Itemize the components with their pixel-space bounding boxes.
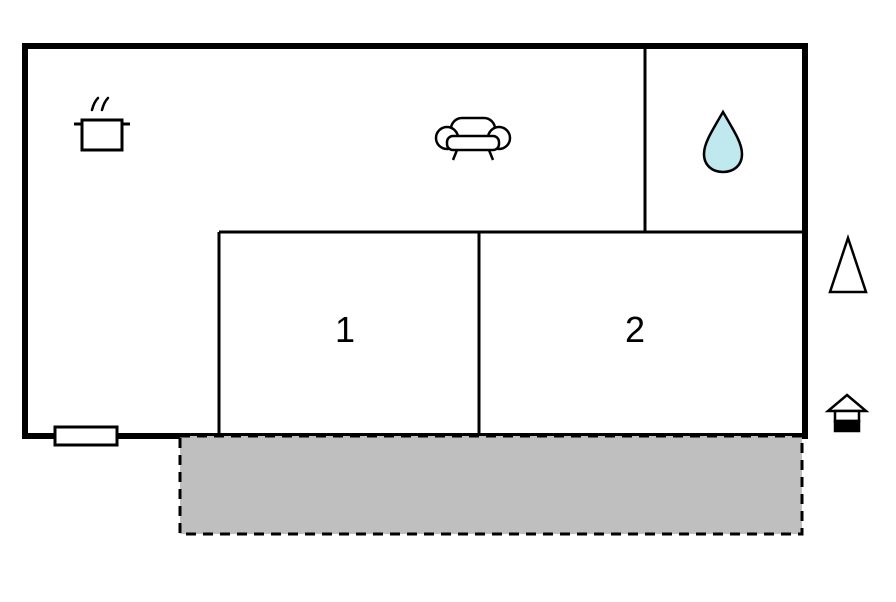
floor-plan: 1 2 — [0, 0, 896, 597]
entrance-house-icon — [828, 395, 866, 431]
building-outline — [25, 46, 805, 436]
north-triangle-icon — [830, 238, 866, 292]
floor-plan-svg — [0, 0, 896, 597]
room-label-2: 2 — [625, 309, 645, 351]
terrace — [180, 436, 802, 534]
room-label-1: 1 — [335, 309, 355, 351]
door — [55, 427, 117, 445]
